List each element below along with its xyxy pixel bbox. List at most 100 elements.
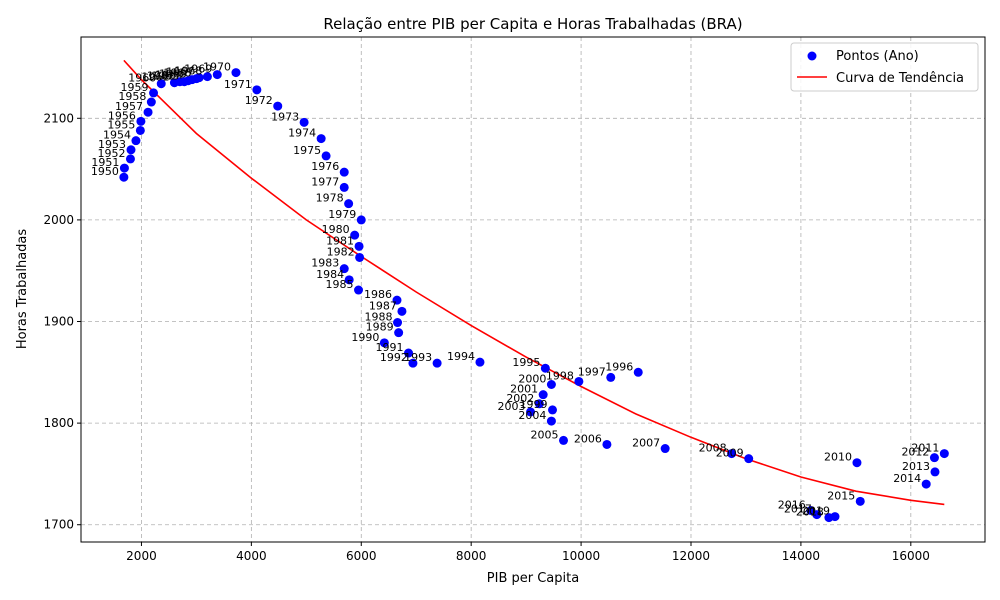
x-tick-label: 2000: [126, 549, 157, 563]
data-point-1990: [379, 338, 389, 348]
point-label-1993: 1993: [404, 351, 432, 364]
point-label-1994: 1994: [447, 350, 475, 363]
data-point-2007: [660, 444, 670, 454]
data-point-2003: [526, 407, 536, 417]
point-label-2019: 2019: [802, 505, 830, 518]
data-point-2017: [812, 510, 822, 520]
data-point-1981: [354, 241, 364, 251]
y-axis-ticks: 1700 1800 1900 2000 2100: [43, 111, 81, 532]
data-point-2009: [744, 454, 754, 464]
data-point-1988: [393, 318, 403, 328]
data-point-1953: [126, 145, 136, 155]
point-label-1964: 1964: [155, 69, 183, 82]
data-point-2013: [930, 467, 940, 477]
legend: Pontos (Ano) Curva de Tendência: [790, 42, 979, 92]
point-label-1986: 1986: [364, 288, 392, 301]
point-label-1953: 1953: [98, 138, 126, 151]
point-label-1972: 1972: [245, 94, 273, 107]
x-axis-title: PIB per Capita: [487, 571, 579, 586]
data-point-2012: [929, 453, 939, 463]
point-label-1960: 1960: [128, 72, 156, 85]
data-point-2005: [558, 435, 568, 445]
point-label-1983: 1983: [311, 257, 339, 270]
point-label-1977: 1977: [311, 175, 339, 188]
point-label-1987: 1987: [369, 299, 397, 312]
data-point-1956: [136, 116, 146, 126]
data-point-1996: [633, 367, 643, 377]
point-label-1982: 1982: [327, 245, 355, 258]
point-label-2011: 2011: [911, 442, 939, 455]
point-label-1989: 1989: [366, 321, 394, 334]
point-label-1966: 1966: [163, 67, 191, 80]
point-label-1976: 1976: [311, 160, 339, 173]
y-tick-label: 2100: [43, 111, 74, 125]
point-label-1968: 1968: [174, 65, 202, 78]
data-point-1998: [574, 376, 584, 386]
point-label-1957: 1957: [115, 100, 143, 113]
data-point-1968: [202, 72, 212, 82]
y-tick-label: 1900: [43, 315, 74, 329]
data-point-2000: [546, 380, 556, 390]
data-point-1999: [548, 405, 558, 415]
data-point-2019: [830, 512, 840, 522]
y-axis-title: Horas Trabalhadas: [15, 229, 30, 350]
x-tick-label: 6000: [346, 549, 377, 563]
data-point-1993: [432, 358, 442, 368]
point-label-1974: 1974: [288, 127, 316, 140]
point-label-2017: 2017: [784, 503, 812, 516]
data-point-1997: [606, 372, 616, 382]
data-point-1976: [339, 167, 349, 177]
point-label-1978: 1978: [316, 192, 344, 205]
point-label-2006: 2006: [574, 432, 602, 445]
legend-marker-points: [807, 51, 817, 61]
point-label-1951: 1951: [91, 156, 119, 169]
data-point-1967: [194, 73, 204, 83]
point-label-2007: 2007: [632, 437, 660, 450]
point-label-2013: 2013: [902, 460, 930, 473]
point-label-2018: 2018: [796, 506, 824, 519]
x-tick-label: 4000: [236, 549, 267, 563]
point-label-1965: 1965: [159, 68, 187, 81]
y-tick-label: 1700: [43, 518, 74, 532]
point-label-2016: 2016: [778, 499, 806, 512]
point-label-1997: 1997: [578, 365, 606, 378]
point-label-2010: 2010: [824, 451, 852, 464]
point-label-1990: 1990: [351, 331, 379, 344]
trend-curve-layer: [123, 59, 945, 506]
y-tick-label: 2000: [43, 213, 74, 227]
data-point-2001: [538, 390, 548, 400]
data-point-1995: [540, 363, 550, 373]
point-label-1956: 1956: [108, 109, 136, 122]
point-label-1998: 1998: [546, 369, 574, 382]
x-tick-label: 8000: [456, 549, 487, 563]
point-label-2003: 2003: [498, 400, 526, 413]
x-tick-label: 16000: [892, 549, 930, 563]
data-point-1992: [408, 358, 418, 368]
data-point-2008: [727, 449, 737, 459]
point-label-1973: 1973: [271, 110, 299, 123]
x-tick-label: 10000: [562, 549, 600, 563]
data-point-1971: [252, 85, 262, 95]
point-label-1985: 1985: [326, 278, 354, 291]
point-label-1991: 1991: [376, 341, 404, 354]
data-point-2004: [546, 416, 556, 426]
point-label-1954: 1954: [103, 129, 131, 142]
point-label-2001: 2001: [510, 383, 538, 396]
data-point-1979: [356, 215, 366, 225]
data-point-1954: [131, 136, 141, 146]
data-point-2010: [852, 458, 862, 468]
plot-area-frame: [80, 36, 986, 543]
point-label-1967: 1967: [166, 66, 194, 79]
year-labels-layer: 1950195119521953195419551956195719581959…: [91, 61, 939, 519]
legend-box: [790, 42, 979, 92]
data-point-1959: [149, 88, 159, 98]
point-label-1961: 1961: [141, 71, 169, 84]
data-point-1950: [119, 172, 129, 182]
data-point-1980: [350, 230, 360, 240]
x-axis-ticks: 2000 4000 6000 8000 10000 12000 14000 16000: [126, 542, 930, 563]
point-label-1992: 1992: [380, 351, 408, 364]
point-label-1958: 1958: [118, 90, 146, 103]
data-point-1969: [212, 70, 222, 80]
point-label-1970: 1970: [203, 61, 231, 74]
